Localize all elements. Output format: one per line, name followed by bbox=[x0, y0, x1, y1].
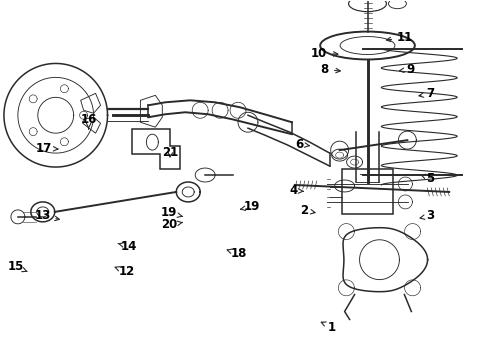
Text: 15: 15 bbox=[7, 260, 27, 273]
Text: 13: 13 bbox=[34, 210, 59, 222]
Text: 9: 9 bbox=[399, 63, 413, 76]
Text: 1: 1 bbox=[321, 320, 336, 333]
Text: 10: 10 bbox=[310, 47, 337, 60]
Text: 12: 12 bbox=[115, 265, 135, 278]
Text: 11: 11 bbox=[386, 31, 412, 44]
Text: 3: 3 bbox=[419, 210, 434, 222]
Text: 6: 6 bbox=[294, 138, 309, 150]
Text: 7: 7 bbox=[418, 87, 434, 100]
Text: 16: 16 bbox=[80, 113, 97, 129]
Text: 19: 19 bbox=[161, 207, 183, 220]
Text: 21: 21 bbox=[162, 145, 178, 158]
Text: 17: 17 bbox=[36, 142, 58, 155]
Text: 18: 18 bbox=[226, 247, 246, 260]
Text: 19: 19 bbox=[240, 201, 260, 213]
Text: 2: 2 bbox=[299, 204, 314, 217]
Text: 20: 20 bbox=[161, 218, 183, 231]
Text: 4: 4 bbox=[288, 184, 303, 197]
Text: 5: 5 bbox=[420, 172, 434, 185]
Text: 8: 8 bbox=[320, 63, 340, 76]
Text: 14: 14 bbox=[118, 240, 137, 253]
